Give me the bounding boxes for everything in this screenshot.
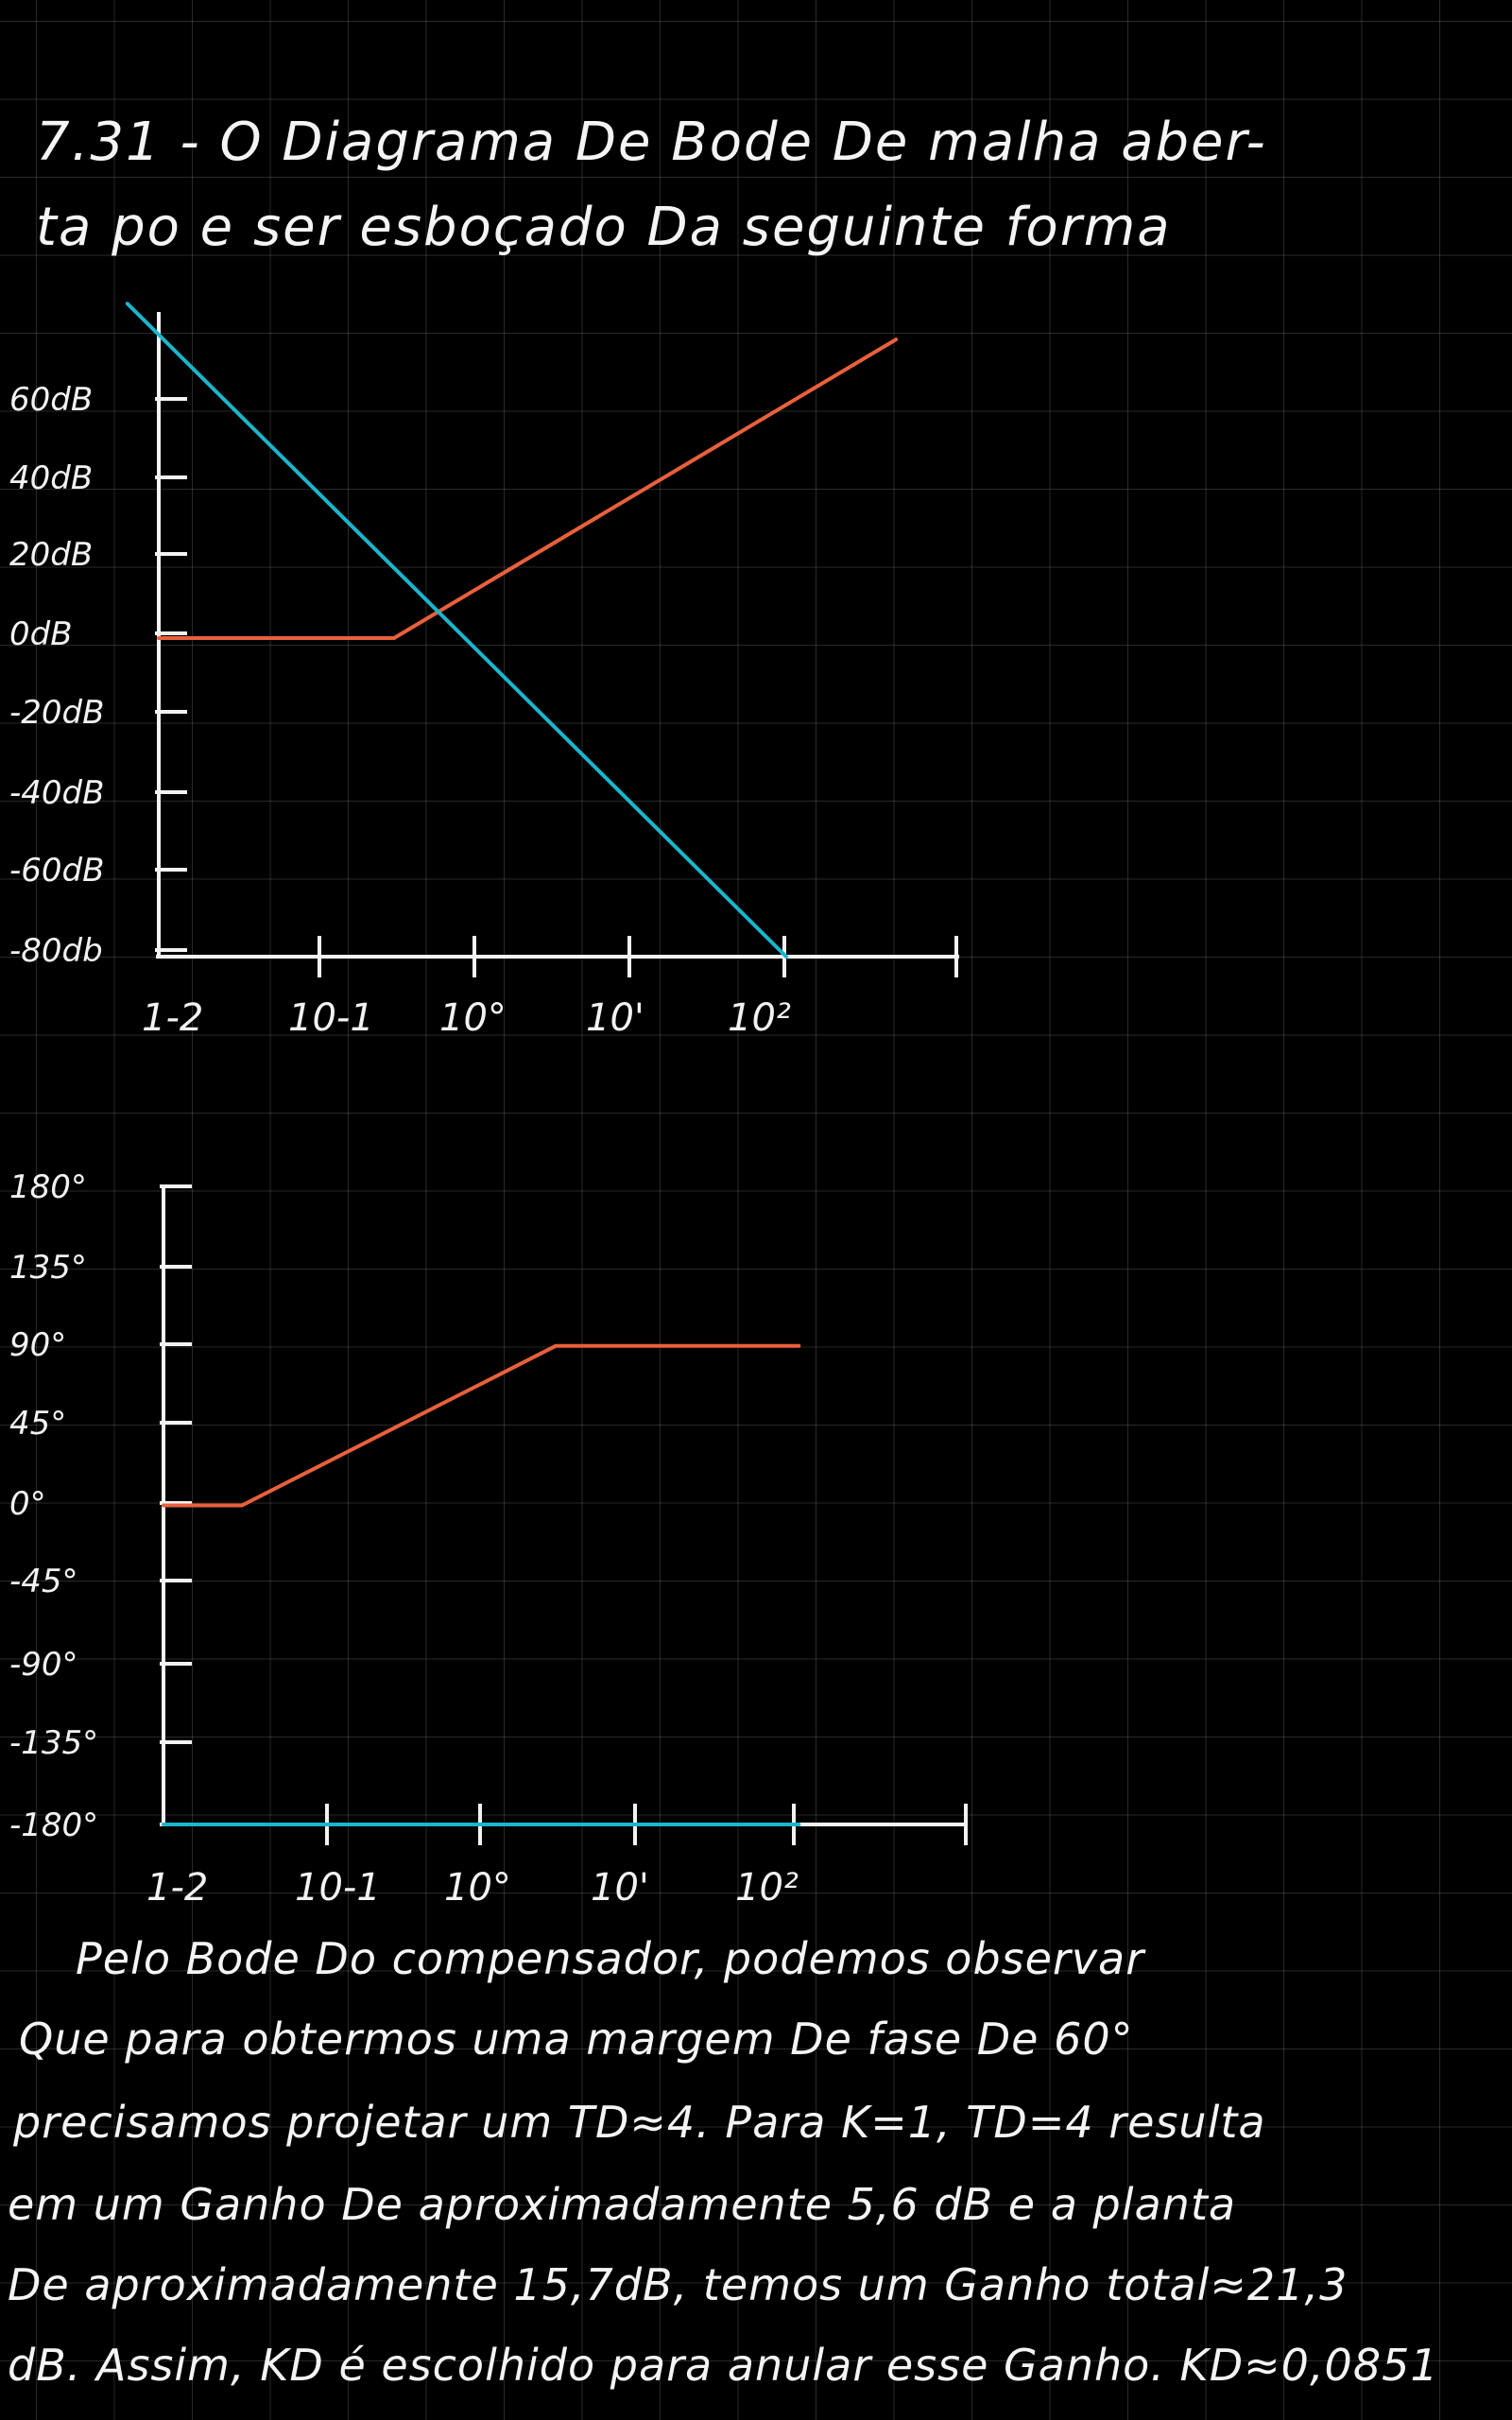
mag-series-cyan-line xyxy=(125,302,788,959)
mag-y-tick-label: -60dB xyxy=(9,852,104,890)
phase-chart: 180° 135° 90° 45° 0° -45° -90° -135° -180° 1-2 10… xyxy=(9,1168,968,1910)
magnitude-chart: 60dB 40dB 20dB 0dB -20dB -40dB -60dB -80db 1-2 1… xyxy=(9,302,959,1040)
mag-y-tick-label: 20dB xyxy=(9,536,93,574)
mag-x-tick-label: 10² xyxy=(728,996,791,1040)
ph-x-tick-label: 10' xyxy=(591,1866,649,1910)
ph-x-tick-label: 1-2 xyxy=(146,1866,208,1910)
paragraph-line-4: em um Ganho De aproximadamente 5,6 dB e … xyxy=(8,2179,1237,2230)
ph-y-tick-label: 0° xyxy=(9,1485,46,1523)
paragraph-line-5: De aproximadamente 15,7dB, temos um Ganh… xyxy=(8,2259,1349,2310)
paragraph-line-3: precisamos projetar um TD≈4. Para K=1, T… xyxy=(13,2097,1266,2148)
mag-y-tick-label: -80db xyxy=(9,932,103,970)
header-line-1: 7.31 - O Diagrama De Bode De malha aber- xyxy=(36,112,1267,173)
ph-y-tick-label: -180° xyxy=(9,1806,98,1844)
mag-y-tick-label: -20dB xyxy=(9,694,104,732)
ph-y-tick-label: -90° xyxy=(9,1646,78,1684)
paragraph-line-6: dB. Assim, KD é escolhido para anular es… xyxy=(8,2340,1439,2391)
ph-y-tick-label: -45° xyxy=(9,1563,78,1600)
ph-series-orange-line xyxy=(162,1343,801,1508)
mag-y-tick-label: -40dB xyxy=(9,774,104,812)
mag-x-tick-label: 10-1 xyxy=(288,996,374,1040)
mag-x-tick-label: 1-2 xyxy=(142,996,203,1040)
ph-y-tick-label: 180° xyxy=(9,1168,87,1206)
ph-x-tick-label: 10² xyxy=(735,1866,799,1910)
mag-x-tick-label: 10' xyxy=(586,996,644,1040)
mag-y-tick-label: 0dB xyxy=(9,615,73,653)
mag-series-orange-line xyxy=(157,337,899,640)
mag-y-tick-label: 60dB xyxy=(9,381,93,419)
ph-x-tick-label: 10° xyxy=(444,1866,511,1910)
mag-x-tick-label: 10° xyxy=(439,996,507,1040)
ph-y-tick-label: 45° xyxy=(9,1405,66,1443)
header-line-2: ta po e ser esboçado Da seguinte forma xyxy=(36,197,1172,258)
ph-x-tick-label: 10-1 xyxy=(295,1866,381,1910)
mag-y-tick-label: 40dB xyxy=(9,459,93,497)
paragraph-line-1: Pelo Bode Do compensador, podemos observ… xyxy=(76,1933,1145,1984)
ph-y-tick-label: 135° xyxy=(9,1249,87,1287)
ph-y-tick-label: 90° xyxy=(9,1326,66,1364)
ph-y-tick-label: -135° xyxy=(9,1724,98,1762)
paragraph-line-2: Que para obtermos uma margem De fase De … xyxy=(19,2014,1134,2065)
